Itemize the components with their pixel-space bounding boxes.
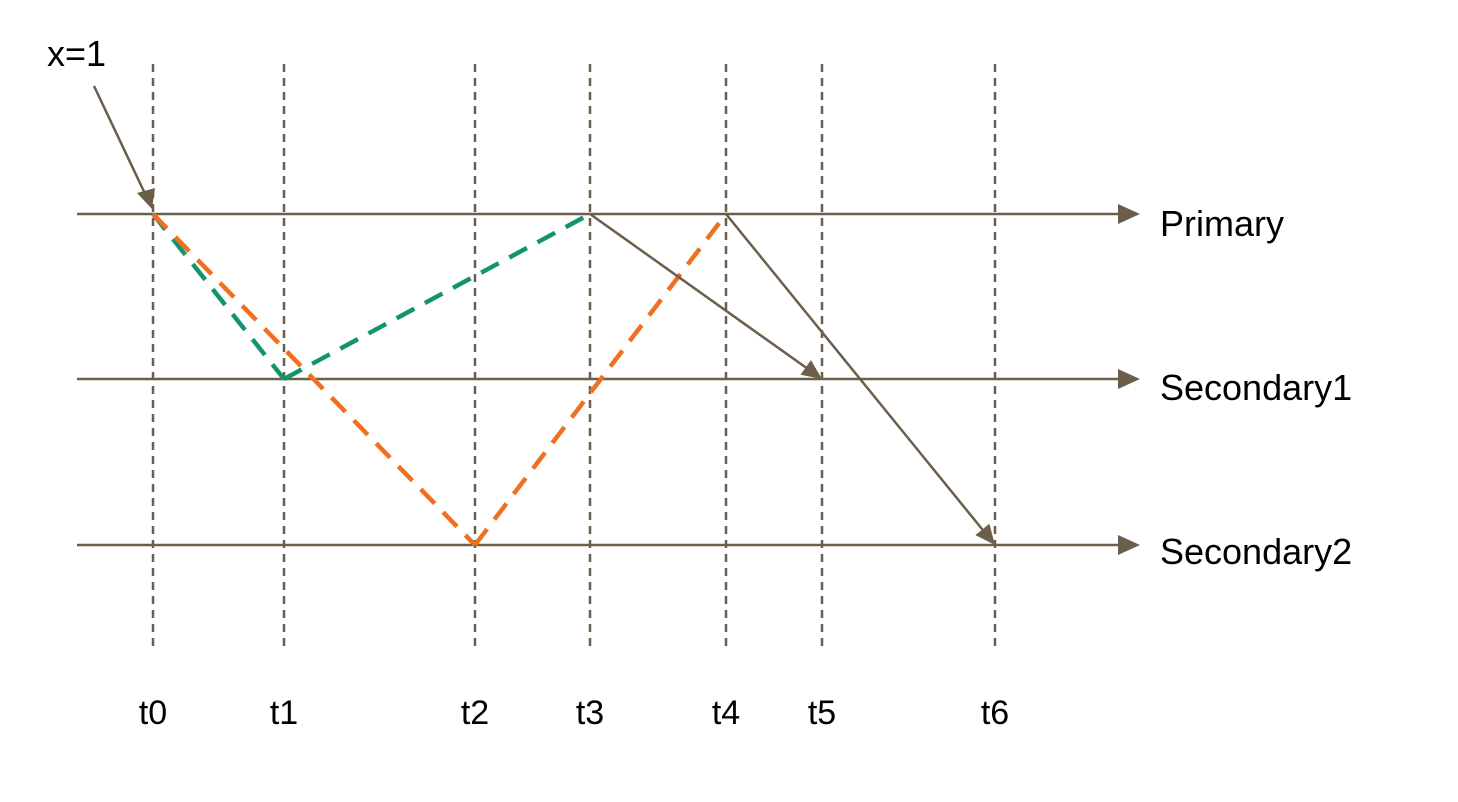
timeline-arrowhead-secondary1 [1118, 369, 1140, 389]
timeline-arrowhead-primary [1118, 204, 1140, 224]
time-gridlines [151, 64, 997, 650]
message-green-t0-t1 [151, 212, 286, 381]
node-label-secondary1: Secondary1 [1160, 367, 1352, 408]
message-arrow-t3-t5 [589, 212, 807, 369]
time-label-t3: t3 [576, 694, 604, 732]
time-label-t0: t0 [139, 694, 167, 732]
time-tick-labels: t0 t1 t2 t3 t4 t5 t6 [139, 694, 1009, 732]
time-label-t6: t6 [981, 694, 1009, 732]
message-arrowhead-t3-t5 [800, 360, 822, 379]
message-orange-t0-t2 [151, 212, 477, 547]
time-label-t5: t5 [808, 694, 836, 732]
message-arrowhead-t4-t6 [975, 523, 995, 545]
message-arrow-t4-t6 [725, 213, 984, 531]
time-label-t4: t4 [712, 694, 740, 732]
message-paths [151, 212, 995, 547]
time-label-t1: t1 [270, 694, 298, 732]
node-label-primary: Primary [1160, 203, 1284, 244]
time-label-t2: t2 [461, 694, 489, 732]
write-arrow [92, 85, 150, 201]
node-timelines [77, 204, 1140, 555]
message-green-t1-t3 [282, 212, 592, 381]
timeline-arrowhead-secondary2 [1118, 535, 1140, 555]
write-arrow-head [137, 188, 155, 209]
write-label: x=1 [47, 33, 106, 74]
message-orange-t2-t4 [473, 212, 728, 547]
node-label-secondary2: Secondary2 [1160, 531, 1352, 572]
node-labels: Primary Secondary1 Secondary2 [1160, 203, 1352, 572]
write-indicator: x=1 [47, 33, 155, 209]
